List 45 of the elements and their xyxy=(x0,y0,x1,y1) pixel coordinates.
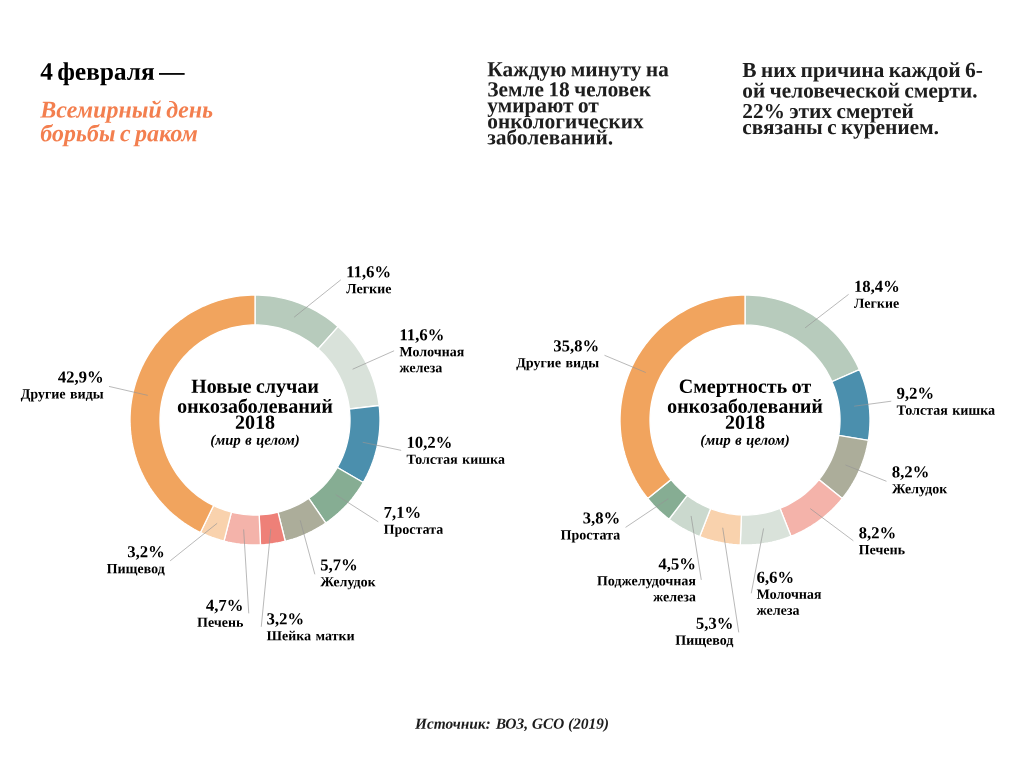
text: Смертность от онкозаболеваний 2018 xyxy=(667,379,823,429)
text: Новые случаи онкозаболеваний 2018 xyxy=(177,379,333,429)
slice-label: Пищевод xyxy=(106,564,165,576)
data-label: 6,6% xyxy=(757,571,793,586)
slice-label: Легкие xyxy=(346,284,392,294)
data-label: 3,2% xyxy=(267,613,303,627)
slice-label: Простата xyxy=(383,524,444,537)
data-label: 8,2% xyxy=(859,527,895,541)
slice-label: Желудок xyxy=(320,577,376,590)
text: (мир в целом) xyxy=(211,434,299,448)
data-label: 18,4% xyxy=(855,280,899,295)
text: Всемирный день борьбы с раком xyxy=(40,100,213,147)
data-label: 10,2% xyxy=(407,436,451,451)
data-label: 42,9% xyxy=(58,371,103,386)
slice-label: Поджелудочная железа xyxy=(597,576,696,602)
slice-label: Легкие xyxy=(853,298,899,308)
text: В них причина каждой 6-ой человеческой смерти. 22% этих смертей связаны с курением. xyxy=(742,62,983,139)
slice-label: Молочная железа xyxy=(399,347,464,373)
slice-label: Толстая кишка xyxy=(406,454,505,464)
slice-label: Простата xyxy=(560,530,620,543)
data-label: 9,2% xyxy=(897,387,933,402)
text: Источник: ВОЗ, GCO (2019) xyxy=(414,718,608,732)
data-label: 11,6% xyxy=(400,329,443,343)
slice-label: Толстая кишка xyxy=(896,405,995,415)
slice-label: Молочная железа xyxy=(756,589,822,615)
data-label: 8,2% xyxy=(892,466,928,480)
data-label: 3,8% xyxy=(583,512,619,527)
slice-label: Пищевод xyxy=(675,635,734,648)
data-label: 4,5% xyxy=(658,558,695,572)
slice-label: Другие виды xyxy=(516,358,599,371)
text: Каждую минуту на Земле 18 человек умирают от онкологических заболеваний. xyxy=(487,62,669,145)
data-label: 5,7% xyxy=(320,559,357,573)
data-label: 5,3% xyxy=(696,617,732,632)
slice-label: Другие виды xyxy=(20,389,104,402)
slice-label: Желудок xyxy=(891,484,948,497)
data-label: 3,2% xyxy=(127,546,164,560)
slice-label: Печень xyxy=(858,545,905,555)
data-label: 7,1% xyxy=(384,506,420,521)
data-label: 4,7% xyxy=(206,599,242,614)
text: 4 февраля — xyxy=(40,62,185,86)
slice-label: Печень xyxy=(197,617,244,627)
data-label: 35,8% xyxy=(553,340,598,354)
text: (мир в целом) xyxy=(701,434,789,448)
slice-label: Шейка матки xyxy=(266,630,355,641)
data-label: 11,6% xyxy=(347,266,390,280)
